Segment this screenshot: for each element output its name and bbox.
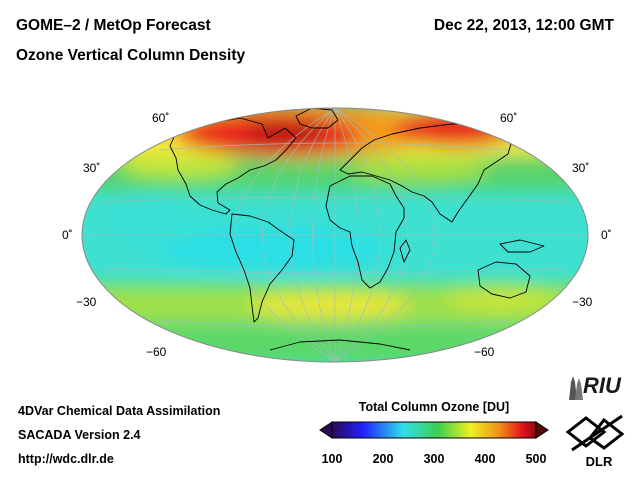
footer-url[interactable]: http://wdc.dlr.de bbox=[18, 452, 114, 466]
forecast-datetime: Dec 22, 2013, 12:00 GMT bbox=[433, 17, 614, 34]
ozone-map: 60˚ 60˚ 30˚ 30˚ 0˚ 0˚ −30 −30 −60 −60 bbox=[62, 107, 612, 363]
colorbar-title: Total Column Ozone [DU] bbox=[358, 400, 510, 414]
ozone-max bbox=[245, 122, 325, 142]
lat-label-30n-right: 30˚ bbox=[572, 161, 589, 175]
lat-label-60n-right: 60˚ bbox=[500, 111, 517, 125]
colorbar-min-arrow bbox=[319, 421, 333, 439]
meridian-line bbox=[262, 108, 336, 362]
lat-label-eq-left: 0˚ bbox=[62, 228, 73, 242]
meridian-line bbox=[334, 108, 358, 362]
lat-label-60s-right: −60 bbox=[474, 345, 495, 359]
title-line2: Ozone Vertical Column Density bbox=[16, 47, 246, 64]
footer-version: SACADA Version 2.4 bbox=[18, 428, 141, 442]
ozone-patch bbox=[120, 151, 240, 179]
ozone-patch bbox=[445, 284, 555, 312]
map-outline bbox=[81, 107, 589, 363]
ozone-high bbox=[395, 110, 515, 146]
title-line1: GOME–2 / MetOp Forecast bbox=[16, 17, 211, 34]
madagascar-coast bbox=[399, 239, 411, 263]
ozone-tropics bbox=[110, 200, 190, 250]
lat-label-eq-right: 0˚ bbox=[601, 228, 612, 242]
australia-coast bbox=[477, 261, 531, 299]
dlr-emblem-icon bbox=[565, 414, 625, 452]
colorbar-scale bbox=[319, 421, 549, 439]
meridian-line bbox=[312, 108, 336, 362]
lat-label-30s-left: −30 bbox=[76, 295, 97, 309]
meridian-line bbox=[334, 108, 381, 362]
meridian-line bbox=[289, 108, 336, 362]
north-america-coast bbox=[169, 117, 297, 215]
colorbar-gradient bbox=[331, 421, 537, 439]
cathedral-icon bbox=[569, 376, 583, 400]
ozone-field bbox=[82, 108, 588, 362]
antarctica-coast bbox=[269, 339, 411, 351]
colorbar-max-arrow bbox=[535, 421, 549, 439]
colorbar-tick: 300 bbox=[423, 452, 445, 466]
indonesia-coast bbox=[499, 239, 545, 253]
meridian-line bbox=[334, 108, 436, 362]
colorbar-tick: 400 bbox=[474, 452, 496, 466]
meridian-line bbox=[334, 108, 408, 362]
lat-label-30n-left: 30˚ bbox=[83, 161, 100, 175]
colorbar-tick: 100 bbox=[321, 452, 343, 466]
meridian-line bbox=[234, 108, 336, 362]
colorbar-tick: 500 bbox=[525, 452, 547, 466]
graticule bbox=[82, 108, 588, 362]
footer-assimilation: 4DVar Chemical Data Assimilation bbox=[18, 404, 221, 418]
ozone-patch bbox=[350, 154, 490, 182]
dlr-logo: DLR bbox=[564, 412, 630, 476]
dlr-logo-text: DLR bbox=[585, 454, 613, 469]
ozone-tropics bbox=[150, 226, 390, 270]
lat-label-30s-right: −30 bbox=[572, 295, 593, 309]
ozone-patch bbox=[250, 290, 410, 320]
lat-label-60n-left: 60˚ bbox=[152, 111, 169, 125]
riu-logo: RIU bbox=[566, 372, 632, 402]
eurasia-coast bbox=[339, 123, 513, 223]
coastlines bbox=[169, 108, 545, 351]
lat-label-60s-left: −60 bbox=[146, 345, 167, 359]
africa-coast bbox=[325, 175, 405, 289]
south-america-coast bbox=[229, 213, 295, 323]
colorbar: Total Column Ozone [DU] 100 200 300 400 … bbox=[318, 400, 550, 470]
colorbar-tick: 200 bbox=[372, 452, 394, 466]
riu-logo-text: RIU bbox=[583, 373, 621, 398]
